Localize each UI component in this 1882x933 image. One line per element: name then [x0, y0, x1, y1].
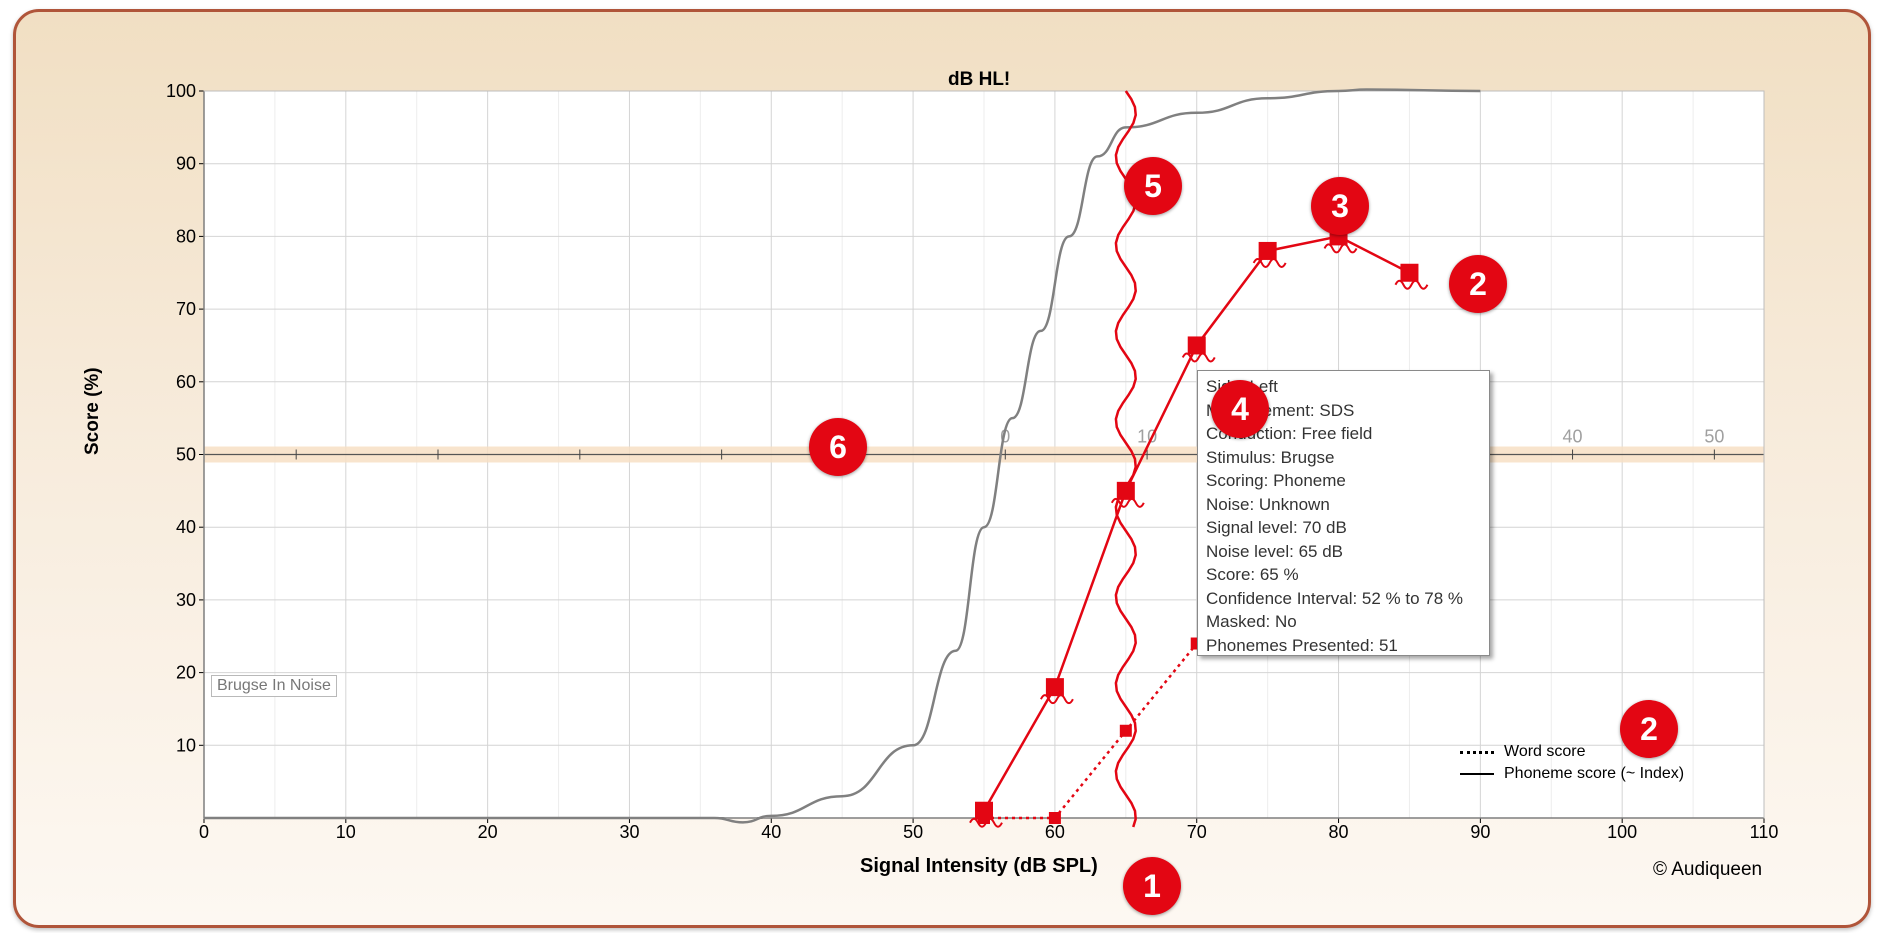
- x-tick-label: 60: [1045, 822, 1065, 842]
- copyright: © Audiqueen: [1653, 859, 1763, 880]
- y-tick-label: 50: [176, 445, 196, 465]
- x-tick-label: 90: [1470, 822, 1490, 842]
- word-score-point: [978, 812, 990, 824]
- secondary-axis-tick-label: 10: [1137, 427, 1157, 447]
- callout-marker-5: 5: [1124, 157, 1182, 215]
- legend: Word score Phoneme score (~ Index): [1460, 741, 1684, 785]
- x-tick-label: 20: [478, 822, 498, 842]
- test-tag[interactable]: Brugse In Noise: [211, 675, 337, 697]
- y-tick-label: 20: [176, 663, 196, 683]
- point-squiggle: [1110, 497, 1145, 508]
- y-tick-label: 10: [176, 735, 196, 755]
- x-tick-label: 70: [1187, 822, 1207, 842]
- x-tick-label: 30: [619, 822, 639, 842]
- x-tick-label: 10: [336, 822, 356, 842]
- x-tick-label: 40: [761, 822, 781, 842]
- phoneme-score-point: [1116, 481, 1135, 500]
- y-tick-label: 60: [176, 372, 196, 392]
- x-tick-label: 0: [199, 822, 209, 842]
- y-tick-label: 80: [176, 226, 196, 246]
- word-score-point: [1119, 724, 1132, 737]
- y-tick-label: 90: [176, 154, 196, 174]
- callout-marker-1: 1: [1123, 857, 1181, 915]
- phoneme-score-point: [1400, 263, 1419, 282]
- legend-label-word: Word score: [1504, 743, 1586, 760]
- callout-marker-4: 4: [1211, 380, 1269, 438]
- y-tick-label: 70: [176, 299, 196, 319]
- callout-marker-2-bottom: 2: [1620, 700, 1678, 758]
- tooltip-line: Noise: Unknown: [1206, 494, 1330, 514]
- x-tick-label: 80: [1329, 822, 1349, 842]
- callout-marker-2-top: 2: [1449, 255, 1507, 313]
- y-tick-label: 40: [176, 517, 196, 537]
- tooltip-line: Signal level: 70 dB: [1206, 518, 1347, 537]
- point-squiggle: [1040, 694, 1074, 705]
- secondary-axis-tick-label: 0: [1000, 427, 1010, 447]
- word-score-line: [984, 642, 1198, 820]
- phoneme-score-point: [1258, 241, 1277, 260]
- point-squiggle: [1252, 257, 1287, 268]
- tooltip-line: Confidence Interval: 52 % to 78 %: [1206, 588, 1464, 608]
- legend-item-phoneme: Phoneme score (~ Index): [1460, 763, 1684, 785]
- tooltip-line: Noise level: 65 dB: [1206, 541, 1344, 561]
- x-tick-label: 100: [1607, 822, 1637, 842]
- point-squiggle: [1323, 243, 1358, 254]
- callout-marker-6: 6: [809, 418, 867, 476]
- legend-swatch-solid: [1460, 773, 1494, 775]
- phoneme-score-point: [1187, 336, 1206, 355]
- tooltip-line: Phonemes Presented: 51: [1206, 635, 1398, 655]
- secondary-axis-tick-label: 40: [1563, 427, 1583, 447]
- reference-curve: [204, 88, 1481, 824]
- y-axis-label: Score (%): [82, 367, 103, 455]
- point-squiggle: [1181, 352, 1216, 363]
- tooltip-line: Score: 65 %: [1206, 565, 1299, 584]
- threshold-line: [1114, 90, 1137, 828]
- legend-swatch-dotted: [1460, 750, 1494, 754]
- legend-label-phoneme: Phoneme score (~ Index): [1504, 765, 1685, 782]
- y-tick-label: 100: [166, 81, 196, 101]
- word-score-point: [1048, 812, 1061, 824]
- y-tick-label: 30: [176, 590, 196, 610]
- legend-item-word: Word score: [1460, 741, 1684, 763]
- tooltip-line: Stimulus: Brugse: [1206, 447, 1335, 467]
- x-tick-label: 50: [903, 822, 923, 842]
- tooltip-line: Masked: No: [1206, 612, 1297, 631]
- chart-title: dB HL!: [948, 69, 1011, 90]
- callout-marker-3: 3: [1311, 177, 1369, 235]
- point-squiggle: [1394, 279, 1429, 290]
- tooltip-line: Scoring: Phoneme: [1206, 471, 1346, 490]
- x-tick-label: 110: [1750, 822, 1779, 842]
- series-layer: [204, 88, 1481, 828]
- phoneme-score-point: [1045, 678, 1064, 697]
- x-axis-label: Signal Intensity (dB SPL): [860, 855, 1098, 877]
- secondary-axis-tick-label: 50: [1704, 427, 1724, 447]
